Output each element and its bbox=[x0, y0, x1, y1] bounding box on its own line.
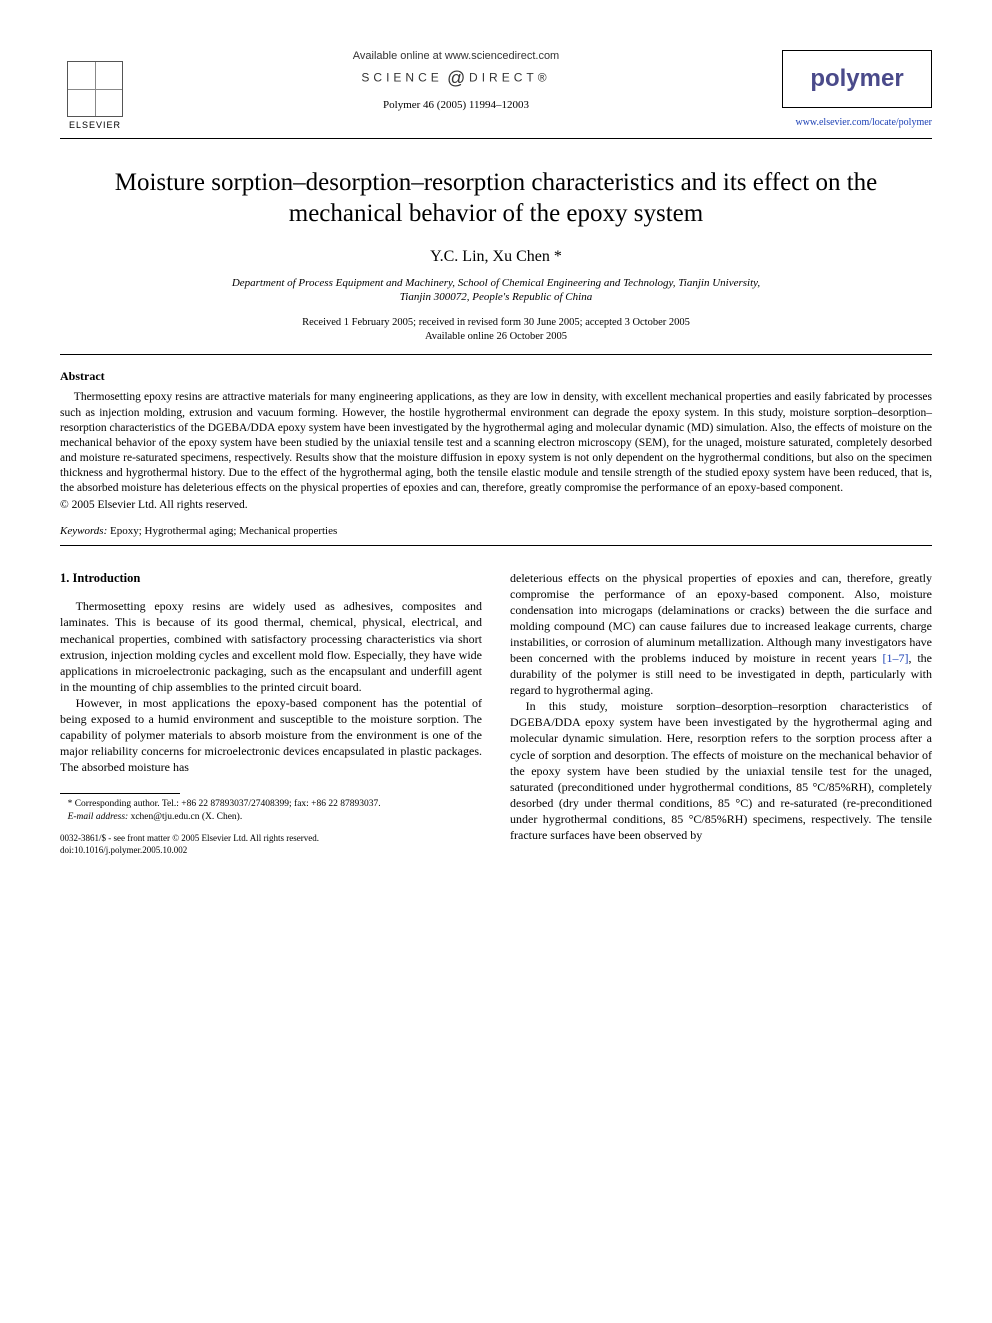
footnote-separator bbox=[60, 793, 180, 794]
abstract-copyright: © 2005 Elsevier Ltd. All rights reserved… bbox=[60, 499, 932, 511]
right-p1-a: deleterious effects on the physical prop… bbox=[510, 571, 932, 665]
elsevier-tree-icon bbox=[67, 61, 123, 117]
keywords-rule bbox=[60, 545, 932, 546]
available-online-text: Available online at www.sciencedirect.co… bbox=[150, 50, 762, 62]
affiliation: Department of Process Equipment and Mach… bbox=[60, 276, 932, 305]
doi-line: doi:10.1016/j.polymer.2005.10.002 bbox=[60, 845, 482, 857]
title-rule bbox=[60, 354, 932, 355]
center-header: Available online at www.sciencedirect.co… bbox=[130, 50, 782, 111]
keywords-list: Epoxy; Hygrothermal aging; Mechanical pr… bbox=[107, 525, 337, 537]
sd-at-icon: @ bbox=[447, 68, 465, 88]
elsevier-logo: ELSEVIER bbox=[60, 50, 130, 130]
intro-paragraph-3: deleterious effects on the physical prop… bbox=[510, 570, 932, 699]
bottom-meta: 0032-3861/$ - see front matter © 2005 El… bbox=[60, 833, 482, 856]
footnotes: * Corresponding author. Tel.: +86 22 878… bbox=[60, 798, 482, 823]
sciencedirect-logo: SCIENCE @ DIRECT® bbox=[150, 68, 762, 89]
journal-url-link[interactable]: www.elsevier.com/locate/polymer bbox=[795, 117, 932, 128]
journal-name: polymer bbox=[810, 65, 903, 92]
header-rule bbox=[60, 138, 932, 139]
received-line: Received 1 February 2005; received in re… bbox=[302, 317, 690, 328]
keywords-label: Keywords: bbox=[60, 525, 107, 537]
right-column: deleterious effects on the physical prop… bbox=[510, 570, 932, 857]
reference-link-1-7[interactable]: [1–7] bbox=[883, 651, 909, 665]
abstract-paragraph: Thermosetting epoxy resins are attractiv… bbox=[60, 390, 932, 496]
article-dates: Received 1 February 2005; received in re… bbox=[60, 316, 932, 344]
affiliation-line-2: Tianjin 300072, People's Republic of Chi… bbox=[400, 291, 592, 303]
corresponding-author-footnote: * Corresponding author. Tel.: +86 22 878… bbox=[60, 798, 482, 810]
abstract-body: Thermosetting epoxy resins are attractiv… bbox=[60, 390, 932, 496]
section-1-heading: 1. Introduction bbox=[60, 570, 482, 587]
left-column: 1. Introduction Thermosetting epoxy resi… bbox=[60, 570, 482, 857]
elsevier-wordmark: ELSEVIER bbox=[69, 120, 121, 130]
available-line: Available online 26 October 2005 bbox=[425, 331, 567, 342]
sd-right: DIRECT® bbox=[469, 71, 551, 85]
article-title: Moisture sorption–desorption–resorption … bbox=[90, 167, 902, 230]
author-list: Y.C. Lin, Xu Chen * bbox=[60, 248, 932, 266]
journal-logo-block: polymer www.elsevier.com/locate/polymer bbox=[782, 50, 932, 130]
affiliation-line-1: Department of Process Equipment and Mach… bbox=[232, 277, 760, 289]
page-header: ELSEVIER Available online at www.science… bbox=[60, 50, 932, 130]
journal-title-box: polymer bbox=[782, 50, 932, 108]
intro-paragraph-2: However, in most applications the epoxy-… bbox=[60, 695, 482, 775]
abstract-heading: Abstract bbox=[60, 369, 932, 384]
sd-left: SCIENCE bbox=[361, 71, 442, 85]
citation-line: Polymer 46 (2005) 11994–12003 bbox=[150, 99, 762, 111]
email-footnote: E-mail address: xchen@tju.edu.cn (X. Che… bbox=[60, 811, 482, 823]
intro-paragraph-4: In this study, moisture sorption–desorpt… bbox=[510, 698, 932, 843]
email-label: E-mail address: bbox=[68, 812, 129, 822]
email-value: xchen@tju.edu.cn (X. Chen). bbox=[128, 812, 242, 822]
keywords-line: Keywords: Epoxy; Hygrothermal aging; Mec… bbox=[60, 525, 932, 537]
intro-paragraph-1: Thermosetting epoxy resins are widely us… bbox=[60, 598, 482, 694]
issn-line: 0032-3861/$ - see front matter © 2005 El… bbox=[60, 833, 482, 845]
body-columns: 1. Introduction Thermosetting epoxy resi… bbox=[60, 570, 932, 857]
